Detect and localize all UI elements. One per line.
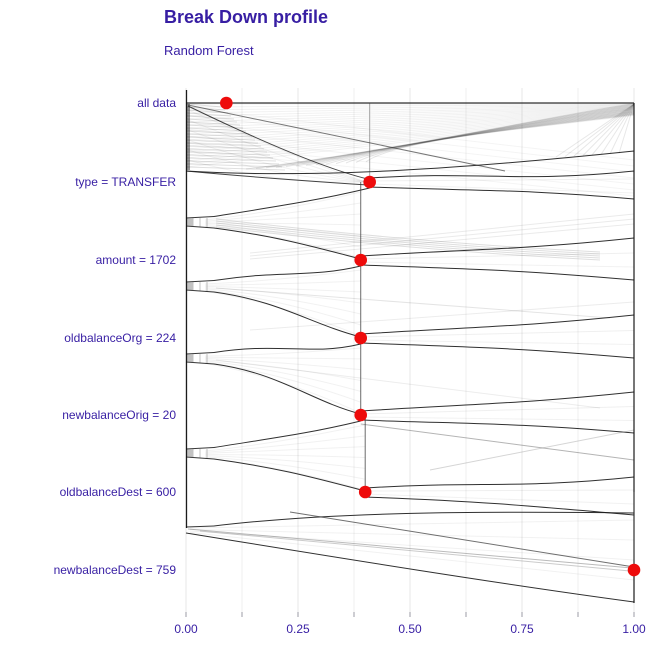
- y-axis-label-all-data: all data: [137, 96, 176, 110]
- x-axis-tick-label-25: 0.25: [286, 622, 310, 636]
- chart-subtitle: Random Forest: [164, 43, 254, 58]
- y-axis-label-oldbalanceorg: oldbalanceOrg = 224: [64, 331, 176, 345]
- y-axis-label-newbalanceorig: newbalanceOrig = 20: [62, 408, 176, 422]
- chart-title: Break Down profile: [164, 7, 329, 27]
- breakdown-dots: [220, 96, 641, 577]
- profile-lines: [185, 102, 635, 603]
- x-axis-tick-label-100: 1.00: [622, 622, 646, 636]
- y-axis-label-oldbalancedest: oldbalanceDest = 600: [59, 485, 176, 499]
- connector-lines: [360, 103, 635, 570]
- x-axis-tick-label-50: 0.50: [398, 622, 422, 636]
- y-axis-label-amount: amount = 1702: [95, 253, 176, 267]
- y-axis-label-newbalancedest: newbalanceDest = 759: [53, 563, 176, 577]
- x-axis-tick-label-0: 0.00: [174, 622, 198, 636]
- y-axis-label-type: type = TRANSFER: [75, 175, 176, 189]
- x-axis-tick-label-75: 0.75: [510, 622, 534, 636]
